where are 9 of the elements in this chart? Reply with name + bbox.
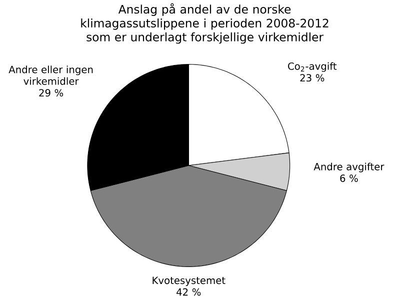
slice-label: Co$_{2}$-avgift (288, 62, 337, 72)
chart-title: Anslag på andel av de norske klimagassutslippene i perioden 2008-2012 som er underlagt forskjellige virkemidler (81, 4, 328, 44)
data-label: 29 % (39, 89, 64, 97)
slice-label: Andre eller ingen virkemidler (8, 66, 93, 86)
slice-label: Kvotesystemet (152, 277, 226, 286)
data-label: 42 % (176, 288, 201, 296)
data-label: 6 % (340, 174, 358, 182)
slice-label: Andre avgifter (314, 162, 384, 172)
data-label: 23 % (300, 74, 324, 82)
